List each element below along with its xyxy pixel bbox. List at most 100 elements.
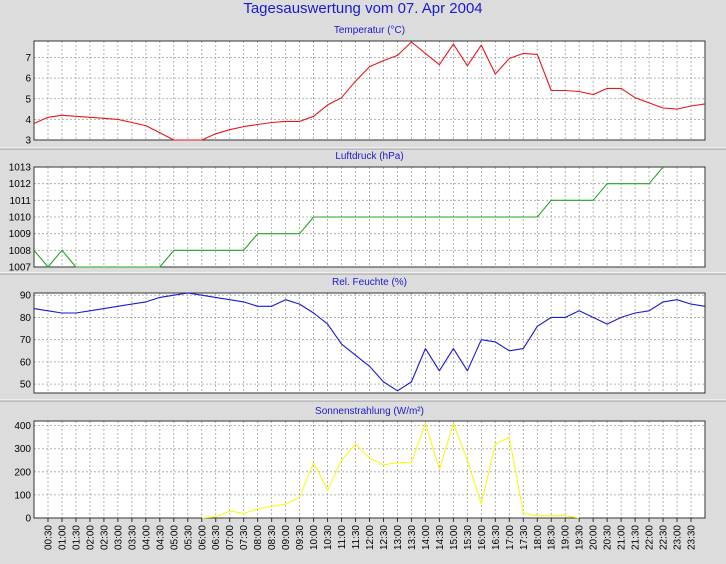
y-tick-label: 1010 xyxy=(9,213,32,224)
data-point xyxy=(47,116,49,118)
x-tick-label: 03:00 xyxy=(113,525,124,550)
data-point xyxy=(299,233,301,235)
data-point xyxy=(243,249,245,251)
data-point xyxy=(229,249,231,251)
y-tick-label: 5 xyxy=(25,94,31,105)
data-point xyxy=(145,301,147,303)
data-point xyxy=(47,310,49,312)
data-point xyxy=(634,97,636,99)
data-point xyxy=(648,310,650,312)
data-point xyxy=(704,305,706,307)
data-point xyxy=(327,323,329,325)
data-point xyxy=(229,129,231,131)
chart-panel-2: Luftdruck (hPa) 1007 1008 1009 1010 1011 1012 1… xyxy=(0,151,726,275)
data-point xyxy=(341,97,343,99)
x-tick-label: 13:00 xyxy=(393,525,404,550)
y-tick-label: 80 xyxy=(20,313,32,324)
data-point xyxy=(382,464,384,466)
y-tick-label: 1011 xyxy=(9,196,31,207)
plot-frame xyxy=(33,40,706,141)
data-point xyxy=(508,436,510,438)
data-point xyxy=(536,325,538,327)
chart-title: Sonnenstrahlung (W/m²) xyxy=(315,406,424,417)
chart-title: Luftdruck (hPa) xyxy=(335,151,403,162)
data-point xyxy=(61,249,63,251)
x-tick-label: 23:30 xyxy=(687,525,698,550)
data-point xyxy=(424,348,426,350)
x-tick-label: 22:30 xyxy=(659,525,670,550)
data-point xyxy=(676,108,678,110)
chart-panel-1: Temperatur (°C) 3 4 5 6 7 xyxy=(0,25,726,150)
data-point xyxy=(327,489,329,491)
x-tick-label: 10:30 xyxy=(323,525,334,550)
x-tick-label: 11:30 xyxy=(351,525,362,550)
x-tick-label: 22:00 xyxy=(645,525,656,550)
data-point xyxy=(243,301,245,303)
data-point xyxy=(187,292,189,294)
page-title: Tagesauswertung vom 07. Apr 2004 xyxy=(243,0,483,17)
x-tick-label: 07:30 xyxy=(239,525,250,550)
x-tick-label: 18:00 xyxy=(533,525,544,550)
data-point xyxy=(299,120,301,122)
data-point xyxy=(410,462,412,464)
x-tick-label: 08:00 xyxy=(253,525,264,550)
y-tick-label: 200 xyxy=(14,467,31,478)
data-point xyxy=(369,457,371,459)
data-point xyxy=(550,316,552,318)
x-tick-label: 21:30 xyxy=(631,525,642,550)
data-point xyxy=(452,422,454,424)
data-point xyxy=(396,462,398,464)
x-tick-label: 11:00 xyxy=(337,525,348,550)
x-tick-label: 04:00 xyxy=(141,525,152,550)
series-line xyxy=(33,292,706,392)
x-tick-label: 09:30 xyxy=(295,525,306,550)
data-point xyxy=(536,53,538,55)
x-tick-label: 06:00 xyxy=(197,525,208,550)
data-point xyxy=(396,54,398,56)
y-tick-label: 50 xyxy=(20,380,32,391)
y-tick-label: 1007 xyxy=(9,263,32,274)
data-point xyxy=(285,233,287,235)
data-point xyxy=(522,52,524,54)
data-point xyxy=(620,87,622,89)
data-point xyxy=(676,299,678,301)
data-point xyxy=(480,339,482,341)
data-point xyxy=(606,323,608,325)
y-tick-label: 60 xyxy=(20,357,32,368)
data-point xyxy=(299,496,301,498)
data-point xyxy=(592,199,594,201)
data-point xyxy=(313,115,315,117)
x-tick-label: 20:00 xyxy=(589,525,600,550)
data-point xyxy=(341,459,343,461)
data-point xyxy=(61,114,63,116)
data-point xyxy=(229,510,231,512)
x-tick-label: 14:30 xyxy=(435,525,446,550)
data-point xyxy=(257,233,259,235)
data-point xyxy=(382,381,384,383)
data-point xyxy=(564,515,566,517)
x-tick-label: 14:00 xyxy=(421,525,432,550)
data-point xyxy=(75,266,77,268)
data-point xyxy=(89,310,91,312)
data-point xyxy=(550,199,552,201)
data-point xyxy=(466,459,468,461)
data-point xyxy=(271,305,273,307)
x-tick-label: 17:30 xyxy=(519,525,530,550)
data-point xyxy=(285,503,287,505)
data-point xyxy=(452,348,454,350)
y-tick-label: 90 xyxy=(20,291,32,302)
data-point xyxy=(704,103,706,105)
data-point xyxy=(536,216,538,218)
y-tick-label: 4 xyxy=(25,115,31,126)
data-point xyxy=(564,316,566,318)
y-tick-label: 100 xyxy=(14,490,31,501)
chart-panel-3: Rel. Feuchte (%) 50 60 70 80 90 xyxy=(0,277,726,402)
y-tick-label: 1008 xyxy=(9,246,32,257)
data-point xyxy=(494,73,496,75)
data-point xyxy=(452,43,454,45)
data-point xyxy=(313,216,315,218)
data-point xyxy=(466,370,468,372)
data-point xyxy=(257,124,259,126)
x-tick-label: 19:00 xyxy=(561,525,572,550)
